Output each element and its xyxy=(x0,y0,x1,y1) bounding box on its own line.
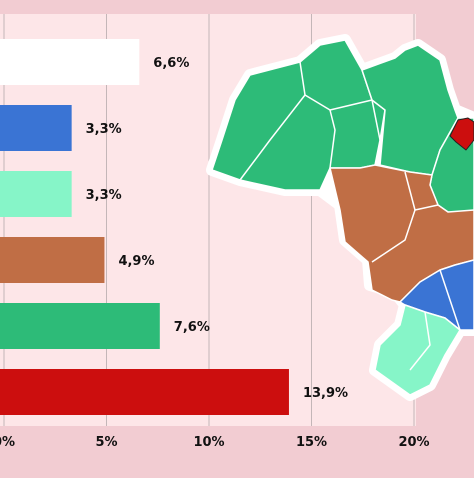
map-region-south xyxy=(374,304,461,396)
brazil-map xyxy=(206,34,474,401)
bar xyxy=(0,303,160,349)
value-labels-group: 6,6% 3,3% 3,3% 4,9% 7,6% 13,9% xyxy=(86,56,348,401)
bar xyxy=(0,369,289,415)
bars-group xyxy=(0,39,289,415)
bar xyxy=(0,237,105,283)
bar xyxy=(0,39,140,85)
bar xyxy=(0,105,72,151)
map-region-capital xyxy=(449,117,474,151)
x-tick-label: 10% xyxy=(193,435,224,450)
bar-value-label: 3,3% xyxy=(86,188,122,203)
x-tick-label: 5% xyxy=(95,435,117,450)
x-axis-ticks: 0% 5% 10% 15% 20% xyxy=(0,435,430,450)
x-tick-label: 15% xyxy=(296,435,327,450)
bar-value-label: 4,9% xyxy=(118,254,154,269)
bar-value-label: 3,3% xyxy=(86,122,122,137)
bar-value-label: 7,6% xyxy=(174,320,210,335)
bar xyxy=(0,171,72,217)
x-tick-label: 20% xyxy=(398,435,429,450)
bar-value-label: 6,6% xyxy=(153,56,189,71)
x-tick-label: 0% xyxy=(0,435,15,450)
state-borders xyxy=(239,61,461,371)
bar-value-label: 13,9% xyxy=(303,386,348,401)
